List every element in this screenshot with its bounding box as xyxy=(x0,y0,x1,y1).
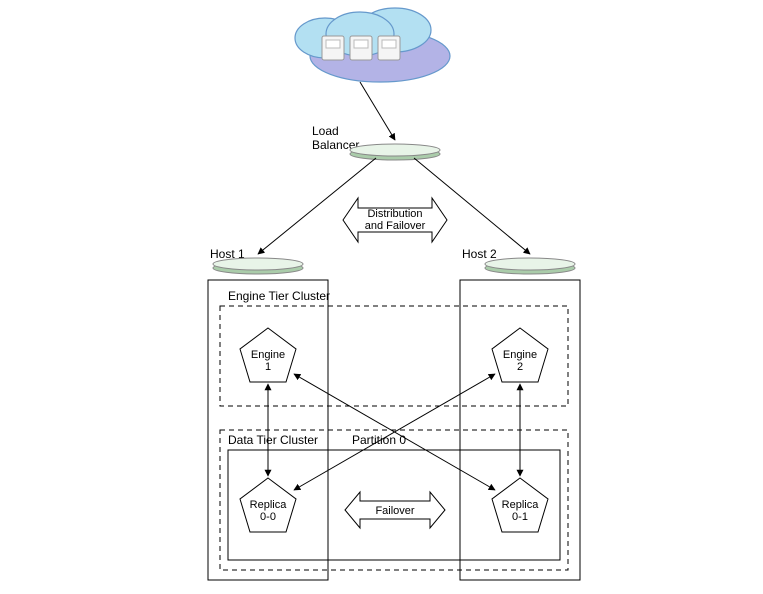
replica01-label-l2: 0-1 xyxy=(512,511,528,523)
engine1-node: Engine 1 xyxy=(240,328,296,382)
engine1-label-l1: Engine xyxy=(251,349,285,361)
edge-cloud-lb xyxy=(360,82,395,140)
replica00-label-l2: 0-0 xyxy=(260,511,276,523)
replica00-node: Replica 0-0 xyxy=(240,478,296,532)
partition0-label: Partition 0 xyxy=(352,433,406,447)
engine1-label-l2: 1 xyxy=(265,361,271,373)
load-balancer-label-line1: Load xyxy=(312,124,339,138)
engine-tier-label: Engine Tier Cluster xyxy=(228,289,330,303)
lb-disc xyxy=(350,144,440,160)
replica00-label-l1: Replica xyxy=(250,499,288,511)
replica01-node: Replica 0-1 xyxy=(492,478,548,532)
host1-disc xyxy=(213,258,303,274)
failover-text: Failover xyxy=(375,505,414,517)
distribution-failover-text-l2: and Failover xyxy=(365,220,426,232)
cloud-group xyxy=(295,8,450,82)
device-3 xyxy=(378,36,400,60)
host2-disc xyxy=(485,258,575,274)
replica01-label-l1: Replica xyxy=(502,499,540,511)
data-tier-label: Data Tier Cluster xyxy=(228,433,318,447)
host2-label: Host 2 xyxy=(462,247,497,261)
engine2-label-l1: Engine xyxy=(503,349,537,361)
distribution-failover-text-l1: Distribution xyxy=(367,208,422,220)
failover-arrow: Failover xyxy=(345,492,445,528)
engine2-node: Engine 2 xyxy=(492,328,548,382)
edge-lb-host2 xyxy=(414,158,530,254)
distribution-failover-arrow: Distribution and Failover xyxy=(343,198,447,242)
engine2-label-l2: 2 xyxy=(517,361,523,373)
device-1 xyxy=(322,36,344,60)
device-2 xyxy=(350,36,372,60)
